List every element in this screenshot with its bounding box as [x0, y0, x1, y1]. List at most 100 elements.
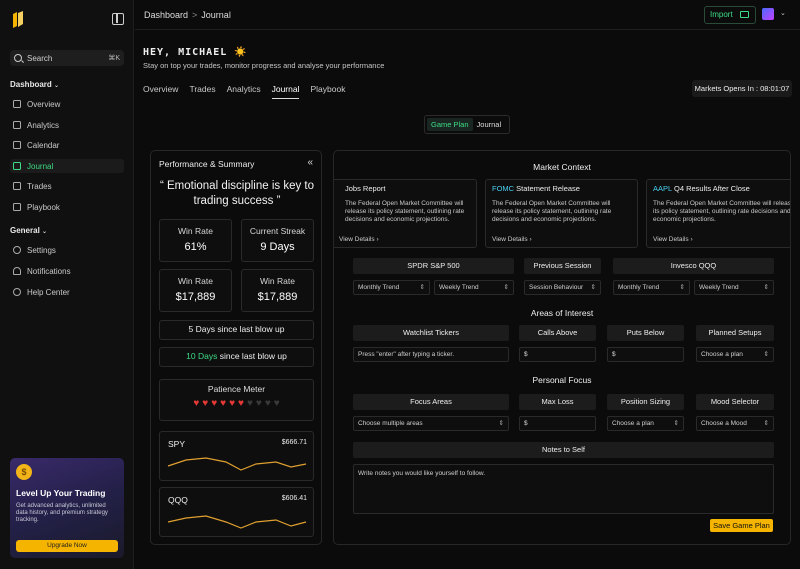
qqq-sparkline	[167, 515, 307, 529]
bar-chart-icon	[13, 182, 21, 190]
search-shortcut: ⌘K	[108, 55, 120, 62]
calls-above-input[interactable]: $	[519, 347, 596, 362]
top-bar: Dashboard > Journal Import ⌄	[135, 0, 800, 30]
heart-icon: ♥	[211, 398, 218, 409]
news-card-aapl[interactable]: AAPL Q4 Results After Close The Federal …	[646, 179, 790, 248]
market-opens-countdown: Markets Opens In : 08:01:07	[692, 80, 792, 97]
spy-weekly-trend-select[interactable]: Weekly Trend ⇕	[434, 280, 514, 295]
performance-summary-panel: Performance & Summary « “ Emotional disc…	[150, 150, 322, 545]
heart-icon: ♥	[264, 398, 271, 409]
position-sizing-select[interactable]: Choose a plan ⇕	[607, 416, 684, 431]
sidebar-item-analytics[interactable]: Analytics	[10, 118, 124, 132]
spy-monthly-trend-select[interactable]: Monthly Trend ⇕	[353, 280, 430, 295]
collapse-icon[interactable]: «	[307, 157, 313, 168]
tab-journal[interactable]: Journal	[271, 84, 300, 99]
stat-card-current-streak: Current Streak 9 Days	[241, 219, 314, 262]
personal-focus-title: Personal Focus	[532, 375, 592, 385]
search-input[interactable]: Search ⌘K	[10, 50, 124, 66]
areas-of-interest-title: Areas of Interest	[530, 308, 594, 318]
position-sizing-header: Position Sizing	[607, 394, 684, 410]
tab-playbook[interactable]: Playbook	[310, 84, 346, 94]
news-card-jobs-report[interactable]: Jobs Report The Federal Open Market Comm…	[334, 179, 477, 248]
watchlist-ticker-input[interactable]: Press "enter" after typing a ticker.	[353, 347, 509, 362]
days-since-blowup-2: 10 Days since last blow up	[159, 347, 314, 367]
upgrade-promo-card: $ Level Up Your Trading Get advanced ana…	[10, 458, 124, 558]
watchlist-tickers-header: Watchlist Tickers	[353, 325, 509, 341]
ticker-card-qqq: QQQ $606.41	[159, 487, 314, 537]
qqq-sparkline-line	[167, 515, 307, 529]
app-logo-icon[interactable]	[11, 11, 25, 29]
heart-icon: ♥	[202, 398, 209, 409]
breadcrumb-current: Journal	[201, 10, 231, 20]
performance-title: Performance & Summary	[159, 159, 255, 169]
stat-card-win-rate: Win Rate 61%	[159, 219, 232, 262]
search-icon	[14, 54, 22, 62]
game-plan-panel: Market Context Jobs Report The Federal O…	[333, 150, 791, 545]
page-tabs: Overview Trades Analytics Journal Playbo…	[143, 84, 356, 99]
focus-areas-select[interactable]: Choose multiple areas ⇕	[353, 416, 509, 431]
session-behaviour-select[interactable]: Session Behaviour ⇕	[524, 280, 601, 295]
puts-below-header: Puts Below	[607, 325, 684, 341]
sidebar-item-playbook[interactable]: Playbook	[10, 200, 124, 214]
journal-toggle[interactable]: Journal	[476, 120, 502, 129]
view-details-link[interactable]: View Details ›	[339, 236, 379, 243]
sidebar-toggle-icon[interactable]	[112, 13, 124, 25]
sidebar-item-overview[interactable]: Overview	[10, 97, 124, 111]
sidebar: Search ⌘K Dashboard ⌄ Overview Analytics…	[0, 0, 134, 569]
patience-hearts: ♥ ♥ ♥ ♥ ♥ ♥ ♥ ♥ ♥ ♥	[160, 399, 313, 409]
help-icon	[13, 288, 21, 296]
game-plan-toggle[interactable]: Game Plan	[427, 118, 473, 131]
spy-sparkline-line	[167, 457, 307, 471]
instrument-previous-session: Previous Session	[524, 258, 601, 274]
greeting-subtitle: Stay on top your trades, monitor progres…	[143, 61, 385, 70]
tab-trades[interactable]: Trades	[189, 84, 216, 94]
mood-select[interactable]: Choose a Mood ⇕	[696, 416, 774, 431]
puts-below-input[interactable]: $	[607, 347, 684, 362]
coin-icon: $	[16, 464, 32, 480]
calls-above-header: Calls Above	[519, 325, 596, 341]
save-game-plan-button[interactable]: Save Game Plan	[710, 519, 773, 532]
general-section-title[interactable]: General ⌄	[10, 226, 48, 235]
qqq-weekly-trend-select[interactable]: Weekly Trend ⇕	[694, 280, 774, 295]
days-since-blowup-1: 5 Days since last blow up	[159, 320, 314, 340]
breadcrumb: Dashboard > Journal	[144, 10, 231, 20]
stat-card-win-rate-3: Win Rate $17,889	[241, 269, 314, 312]
stat-card-win-rate-2: Win Rate $17,889	[159, 269, 232, 312]
sidebar-item-settings[interactable]: Settings	[10, 243, 124, 257]
view-details-link[interactable]: View Details ›	[653, 236, 693, 243]
breadcrumb-root[interactable]: Dashboard	[144, 10, 189, 20]
heart-icon: ♥	[193, 398, 200, 409]
view-details-link[interactable]: View Details ›	[492, 236, 532, 243]
dashboard-section-title[interactable]: Dashboard ⌄	[10, 80, 60, 89]
sidebar-item-notifications[interactable]: Notifications	[10, 264, 124, 278]
greeting: HEY, MICHAEL ☀️	[143, 47, 248, 58]
sidebar-item-journal[interactable]: Journal	[10, 159, 124, 173]
market-context-title: Market Context	[533, 162, 591, 172]
max-loss-header: Max Loss	[519, 394, 596, 410]
qqq-monthly-trend-select[interactable]: Monthly Trend ⇕	[613, 280, 690, 295]
view-toggle: Game Plan Journal	[424, 115, 510, 134]
tab-analytics[interactable]: Analytics	[226, 84, 261, 94]
upgrade-now-button[interactable]: Upgrade Now	[16, 540, 118, 552]
instrument-invesco: Invesco QQQ	[613, 258, 774, 274]
heart-icon: ♥	[238, 398, 244, 409]
calendar-icon	[13, 141, 21, 149]
planned-setups-select[interactable]: Choose a plan ⇕	[696, 347, 774, 362]
chevron-down-icon[interactable]: ⌄	[780, 10, 786, 17]
max-loss-input[interactable]: $	[519, 416, 596, 431]
news-card-fomc[interactable]: FOMC Statement Release The Federal Open …	[485, 179, 638, 248]
focus-areas-header: Focus Areas	[353, 394, 509, 410]
import-button[interactable]: Import	[704, 6, 756, 24]
heart-icon: ♥	[229, 398, 235, 409]
search-placeholder: Search	[27, 53, 53, 63]
heart-icon: ♥	[273, 398, 280, 409]
ticker-card-spy: SPY $666.71	[159, 431, 314, 481]
sidebar-item-help-center[interactable]: Help Center	[10, 285, 124, 299]
avatar[interactable]	[762, 8, 774, 20]
heart-icon: ♥	[220, 398, 227, 409]
sidebar-item-calendar[interactable]: Calendar	[10, 138, 124, 152]
tab-overview[interactable]: Overview	[143, 84, 179, 94]
sidebar-item-trades[interactable]: Trades	[10, 179, 124, 193]
folder-icon	[740, 11, 749, 18]
notes-textarea[interactable]: Write notes you would like yourself to f…	[353, 464, 774, 514]
